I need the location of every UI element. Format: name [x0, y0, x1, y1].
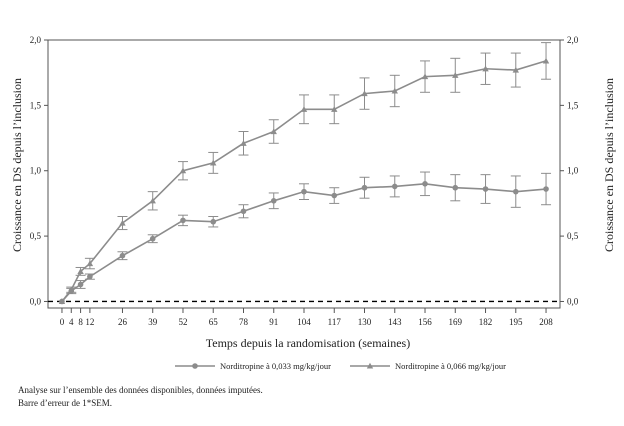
data-point-triangle — [179, 167, 187, 174]
tick-labels: 0,0 0,0 0,5 0,5 1,0 1,0 1,5 1,5 2,0 2,0 0 4 8 12 26 39 5… — [30, 35, 579, 327]
y-axis-label-left: Croissance en DS depuis l’inclusion — [10, 78, 24, 252]
legend: Norditropine à 0,033 mg/kg/jour Norditrop… — [175, 361, 506, 371]
data-point-triangle — [86, 260, 94, 267]
data-point-circle — [87, 273, 93, 280]
y-axis-label-right: Croissance en DS depuis l’inclusion — [602, 78, 616, 252]
data-point-triangle — [77, 268, 84, 274]
data-point-circle — [270, 198, 277, 204]
data-point-triangle — [210, 159, 217, 166]
x-tick-label: 169 — [449, 317, 463, 327]
series-line — [61, 183, 547, 302]
data-point-circle — [240, 208, 247, 215]
x-tick-label: 26 — [118, 317, 128, 327]
data-point-triangle — [68, 286, 75, 293]
data-point-circle — [422, 181, 428, 187]
x-axis-label: Temps depuis la randomisation (semaines) — [206, 336, 410, 350]
plot-frame — [47, 39, 561, 309]
y-tick-label-right: 1,5 — [567, 100, 579, 110]
series-1 — [59, 171, 552, 305]
data-point-circle — [331, 192, 338, 199]
x-tick-label: 208 — [539, 317, 553, 327]
data-point-circle — [482, 186, 489, 192]
data-point-triangle — [331, 106, 338, 112]
x-tick-label: 156 — [418, 317, 432, 327]
y-tick-label-left: 1,5 — [30, 100, 42, 110]
footnote-analysis: Analyse sur l’ensemble des données dispo… — [18, 385, 263, 395]
data-point-triangle — [512, 66, 519, 73]
x-tick-label: 52 — [178, 317, 187, 327]
y-tick-label-left: 1,0 — [30, 166, 42, 176]
x-tick-label: 4 — [69, 317, 74, 327]
data-point-circle — [543, 186, 549, 192]
x-tick-label: 78 — [239, 317, 249, 327]
x-tick-label: 130 — [358, 317, 372, 327]
x-tick-label: 143 — [388, 317, 402, 327]
x-tick-label: 8 — [78, 317, 83, 327]
chart-axes — [47, 39, 561, 309]
data-point-circle — [301, 188, 307, 195]
data-point-triangle — [300, 106, 308, 112]
data-point-circle — [391, 183, 398, 190]
y-tick-label-right: 2,0 — [567, 35, 579, 45]
x-tick-label: 195 — [509, 317, 523, 327]
y-tick-label-left: 0,5 — [30, 231, 42, 241]
data-point-triangle — [391, 87, 398, 94]
y-tick-label-left: 0,0 — [30, 296, 42, 306]
data-point-triangle — [240, 140, 247, 146]
x-tick-label: 12 — [85, 317, 94, 327]
data-point-circle — [149, 235, 156, 242]
x-tick-label: 117 — [328, 317, 342, 327]
legend-marker-circle — [192, 363, 198, 369]
footnote-error-bar: Barre d’erreur de 1*SEM. — [18, 398, 112, 408]
x-tick-label: 91 — [269, 317, 278, 327]
y-tick-label-right: 0,0 — [567, 296, 579, 306]
data-point-circle — [119, 252, 126, 259]
data-point-triangle — [542, 57, 550, 64]
y-tick-label-left: 2,0 — [30, 35, 42, 45]
data-point-triangle — [452, 72, 459, 78]
data-point-circle — [77, 281, 84, 288]
legend-marker-triangle — [366, 362, 374, 369]
legend-label: Norditropine à 0,066 mg/kg/jour — [395, 361, 506, 371]
data-point-triangle — [421, 73, 429, 80]
data-point-circle — [180, 217, 186, 224]
x-tick-label: 39 — [148, 317, 158, 327]
x-tick-label: 0 — [60, 317, 65, 327]
data-point-triangle — [361, 90, 368, 97]
data-point-triangle — [482, 65, 489, 72]
x-tick-label: 182 — [479, 317, 493, 327]
y-tick-label-right: 1,0 — [567, 166, 579, 176]
data-point-circle — [361, 184, 368, 191]
data-point-circle — [512, 188, 519, 195]
data-point-triangle — [119, 219, 126, 226]
x-tick-label: 104 — [297, 317, 311, 327]
x-tick-label: 65 — [209, 317, 219, 327]
legend-label: Norditropine à 0,033 mg/kg/jour — [220, 361, 331, 371]
series-layer — [58, 42, 552, 305]
data-point-triangle — [58, 298, 66, 305]
data-point-triangle — [270, 128, 277, 135]
y-tick-label-right: 0,5 — [567, 231, 579, 241]
data-point-circle — [210, 218, 217, 225]
data-point-circle — [452, 184, 459, 191]
data-point-triangle — [149, 197, 156, 204]
series-2 — [58, 42, 552, 305]
